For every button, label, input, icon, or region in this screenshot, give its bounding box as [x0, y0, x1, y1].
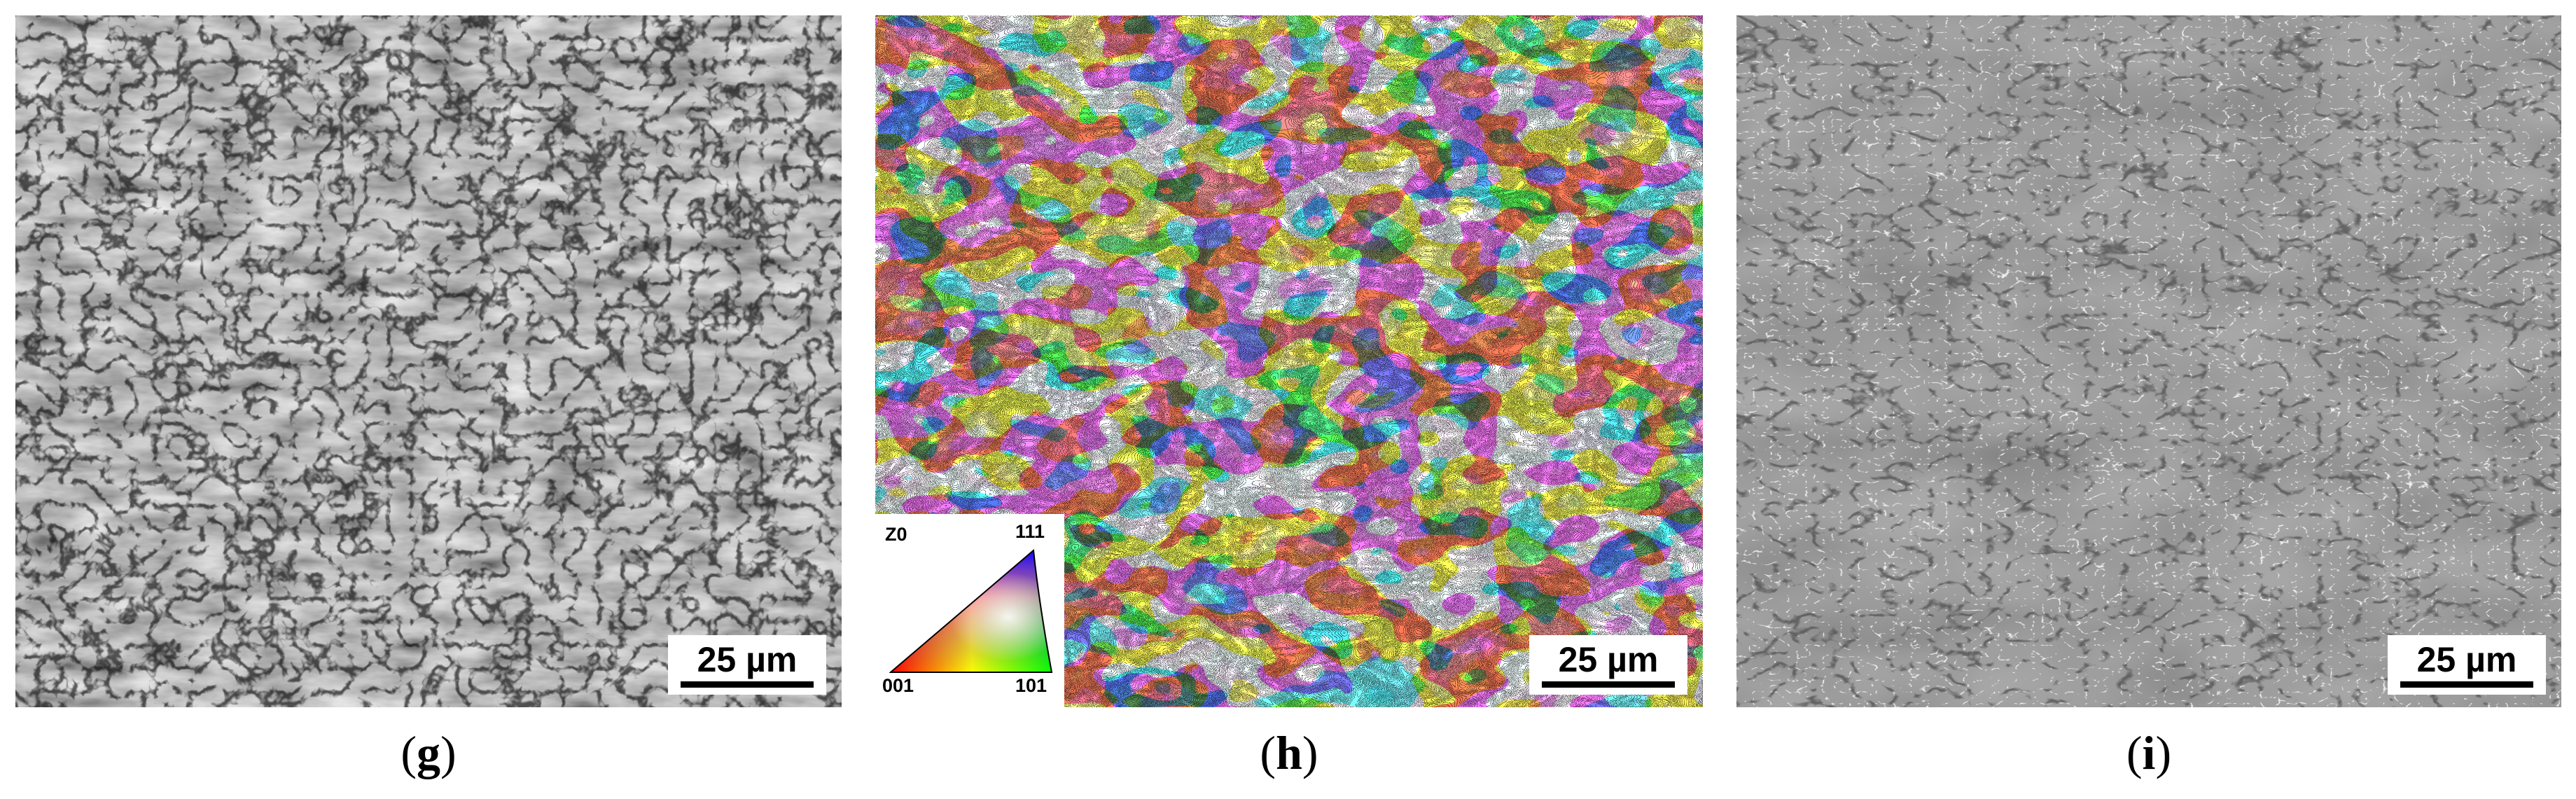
- caption-open-paren: (: [401, 726, 417, 779]
- ipf-corner-top-label: 111: [1015, 521, 1045, 542]
- ipf-color-triangle: [889, 549, 1053, 673]
- scale-bar-label: 25 µm: [697, 640, 798, 679]
- scale-bar-line: [681, 681, 814, 688]
- caption-letter: i: [2142, 726, 2156, 779]
- caption-open-paren: (: [1260, 726, 1276, 779]
- scale-bar-h: 25 µm: [1529, 635, 1687, 695]
- caption-letter: h: [1276, 726, 1302, 779]
- micrograph-panel-g: 25 µm: [15, 15, 842, 707]
- caption-letter: g: [417, 726, 440, 779]
- scale-bar-label: 25 µm: [1558, 640, 1659, 679]
- panel-caption-g: (g): [15, 721, 842, 784]
- caption-close-paren: ): [1302, 726, 1318, 779]
- panel-caption-h: (h): [875, 721, 1703, 784]
- grain-boundary-map-image: [1736, 15, 2561, 707]
- ipf-corner-left-label: 001: [882, 675, 914, 696]
- micrograph-panel-h: Z0 111: [875, 15, 1703, 707]
- scale-bar-line: [1542, 681, 1675, 688]
- panel-caption-i: (i): [1736, 721, 2561, 784]
- scale-bar-line: [2400, 681, 2533, 688]
- ipf-color-key: Z0 111: [875, 514, 1064, 707]
- scale-bar-g: 25 µm: [668, 635, 826, 695]
- ipf-corner-right-label: 101: [1015, 675, 1047, 696]
- caption-open-paren: (: [2126, 726, 2143, 779]
- ipf-axis-label: Z0: [885, 524, 907, 545]
- micrograph-panel-i: 25 µm: [1736, 15, 2561, 707]
- caption-close-paren: ): [440, 726, 457, 779]
- scale-bar-i: 25 µm: [2388, 635, 2546, 695]
- caption-close-paren: ): [2155, 726, 2172, 779]
- scale-bar-label: 25 µm: [2416, 640, 2517, 679]
- sem-micrograph-image: [15, 15, 842, 707]
